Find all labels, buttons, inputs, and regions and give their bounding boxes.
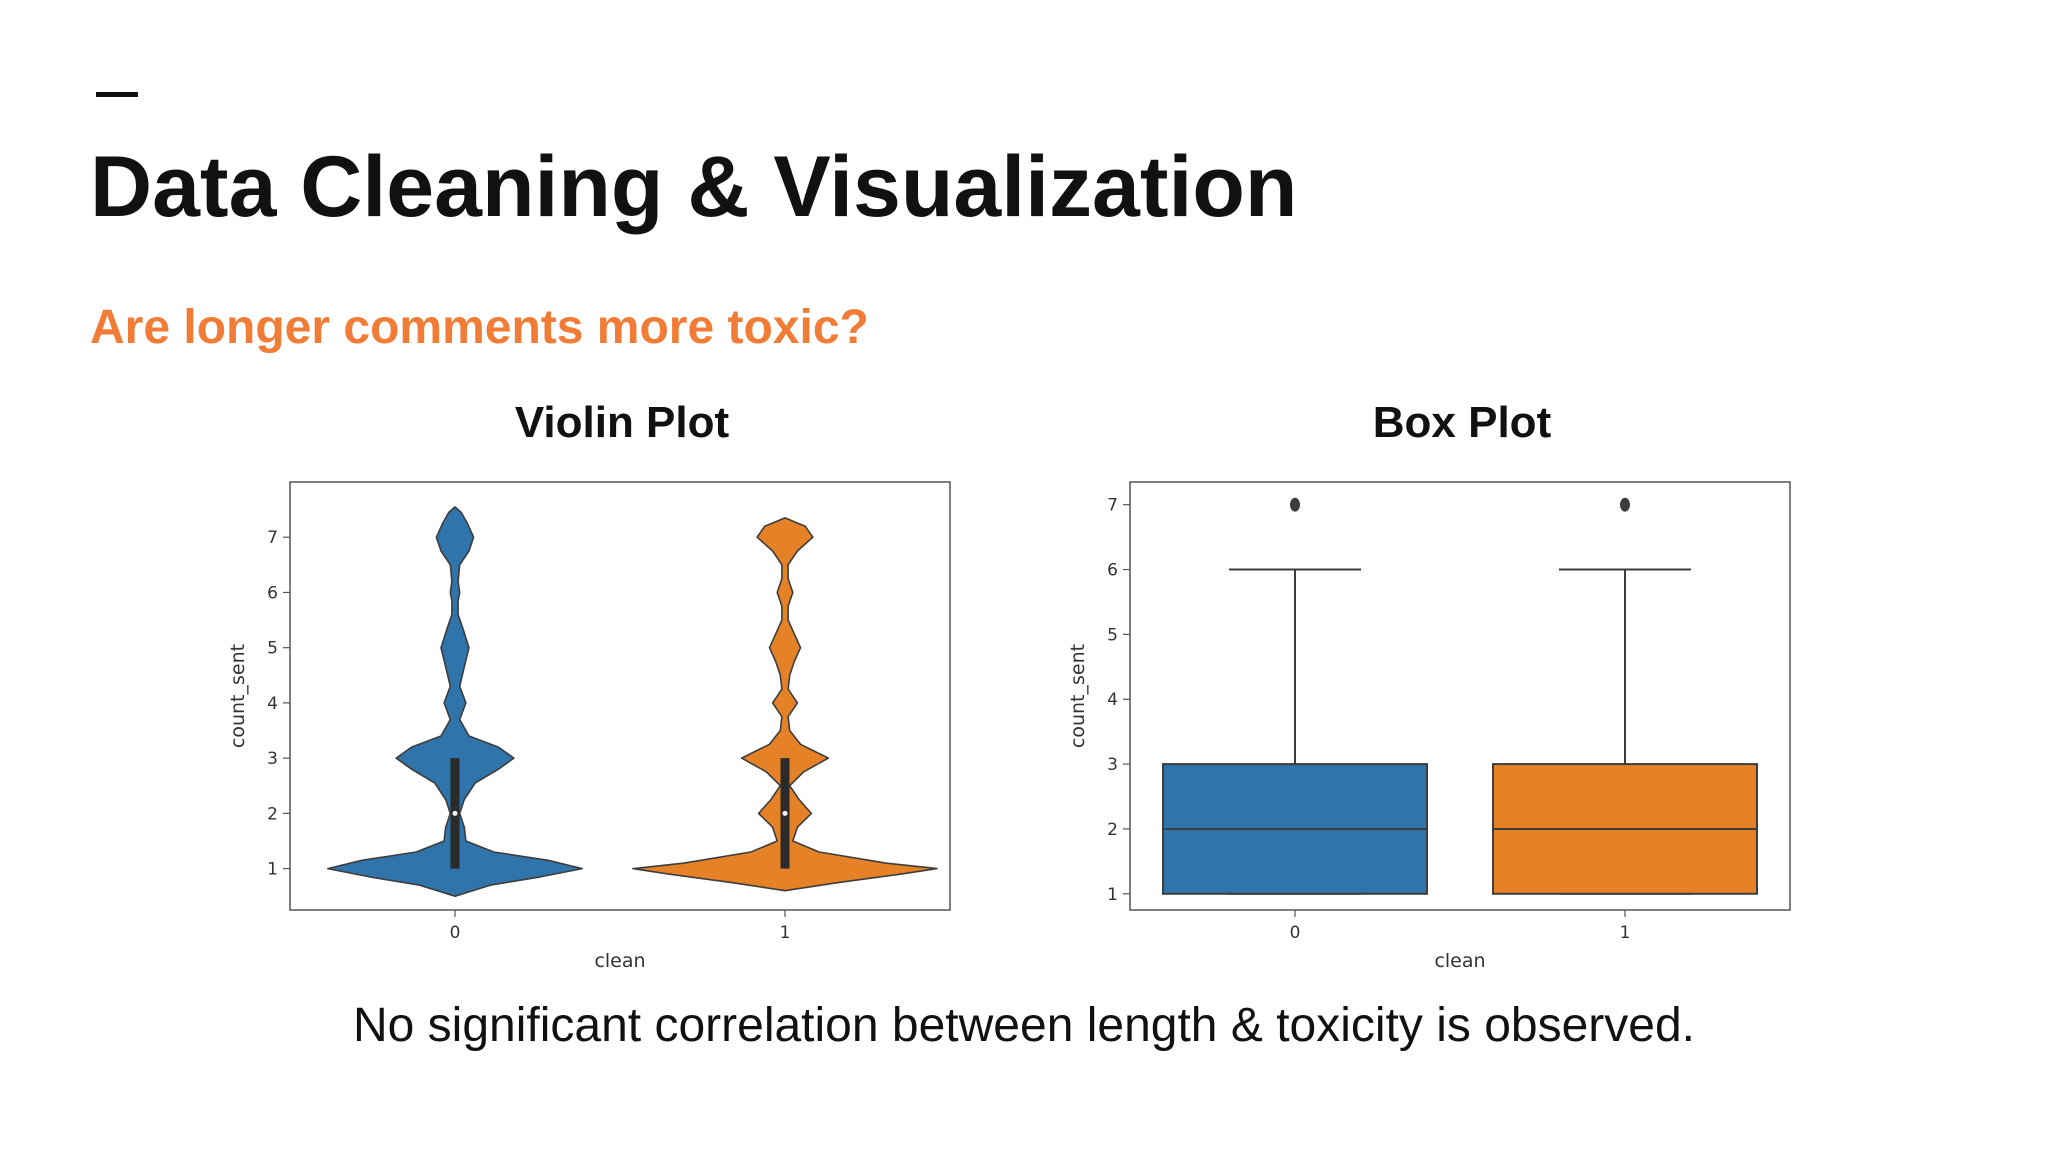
box-plot-chart: 1 2 3 4 5 6 7 0 1 clean count_sent (1067, 481, 1791, 972)
slide-title: Data Cleaning & Visualization (90, 139, 1298, 235)
violin-y-tick-label: 7 (267, 528, 278, 548)
violin-y-tick-label: 2 (267, 804, 278, 824)
box-y-tick-label: 7 (1107, 496, 1118, 516)
violin-y-tick-label: 1 (267, 860, 278, 880)
slide-conclusion: No significant correlation between lengt… (352, 999, 1696, 1052)
box-y-tick-label: 6 (1107, 561, 1118, 581)
violin-x-axis-label: clean (594, 950, 645, 972)
box-x-tick-label: 0 (1290, 923, 1301, 943)
box-y-tick-label: 5 (1107, 625, 1118, 645)
box-y-tick-label: 3 (1107, 755, 1118, 775)
box-x-axis-label: clean (1434, 950, 1485, 972)
violin-median-dot-1 (782, 810, 788, 816)
violin-y-tick-label: 4 (267, 694, 278, 714)
violin-x-tick-label: 1 (780, 923, 791, 943)
box-y-axis-label: count_sent (1067, 644, 1089, 748)
box-y-tick-label: 1 (1107, 885, 1118, 905)
box-chart-title: Box Plot (1372, 398, 1552, 447)
violin-body-1 (632, 517, 938, 892)
box-outlier-1 (1620, 497, 1630, 512)
violin-body-0 (327, 506, 583, 897)
violin-plot-frame (289, 481, 951, 911)
violin-y-tick-label: 6 (267, 583, 278, 603)
box-y-tick-label: 2 (1107, 820, 1118, 840)
slide-question: Are longer comments more toxic? (90, 301, 869, 354)
violin-plot-chart: 1 2 3 4 5 6 7 0 1 clean count_sent (227, 481, 951, 972)
violin-chart-title: Violin Plot (514, 398, 730, 447)
violin-y-axis-label: count_sent (227, 644, 249, 748)
box-x-tick-label: 1 (1620, 923, 1631, 943)
box-plot-frame (1129, 481, 1791, 911)
violin-x-tick-label: 0 (450, 923, 461, 943)
title-accent-line (96, 92, 138, 97)
violin-y-tick-label: 3 (267, 749, 278, 769)
box-y-tick-label: 4 (1107, 690, 1118, 710)
violin-median-dot-0 (452, 810, 458, 816)
box-outlier-0 (1290, 497, 1300, 512)
violin-y-tick-label: 5 (267, 639, 278, 659)
